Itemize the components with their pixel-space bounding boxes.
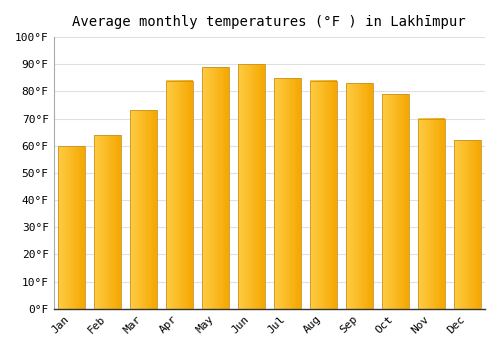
Bar (94, 135, 121, 309)
Bar (382, 94, 408, 309)
Bar (166, 80, 193, 309)
Bar (418, 119, 444, 309)
Bar (454, 140, 480, 309)
Bar (202, 67, 229, 309)
Bar (310, 80, 336, 309)
Bar (130, 111, 157, 309)
Bar (238, 64, 265, 309)
Bar (346, 83, 372, 309)
Bar (274, 78, 301, 309)
Title: Average monthly temperatures (°F ) in Lakhīmpur: Average monthly temperatures (°F ) in La… (72, 15, 466, 29)
Bar (58, 146, 85, 309)
